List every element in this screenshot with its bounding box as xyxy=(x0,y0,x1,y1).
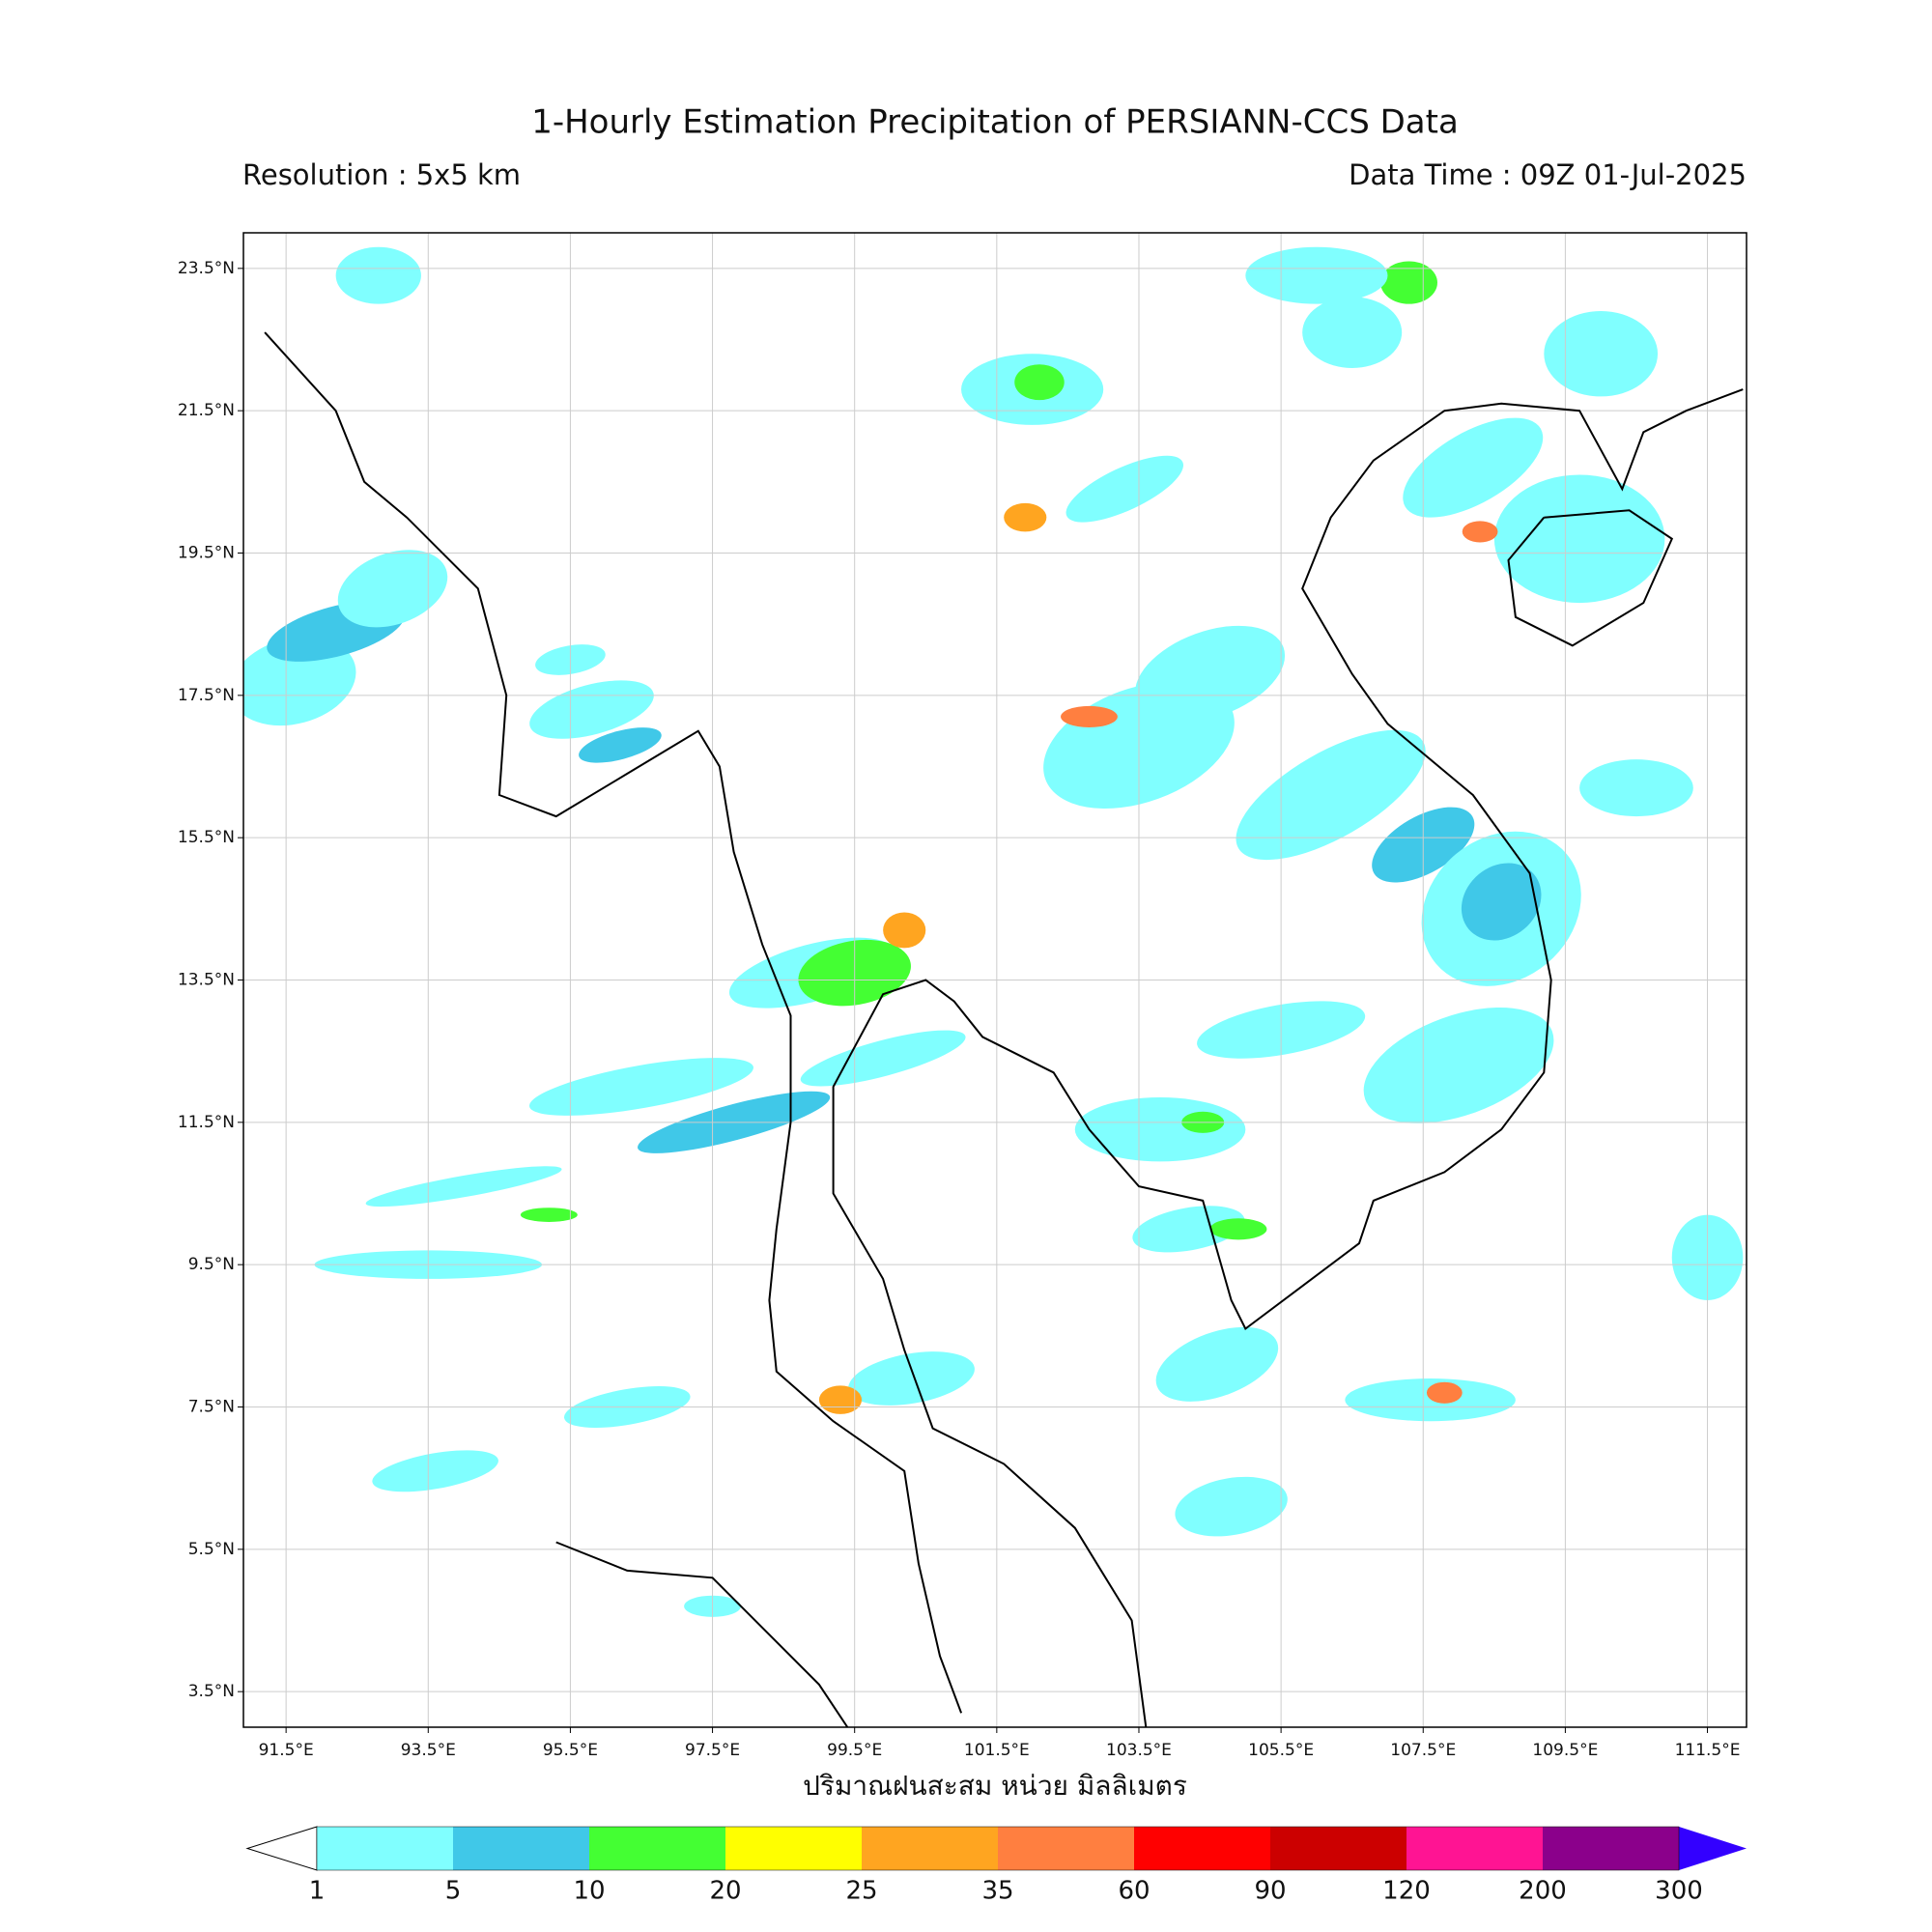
colorbar-label: 120 xyxy=(1382,1877,1431,1906)
colorbar-bin xyxy=(862,1827,998,1870)
y-tick-label: 5.5°N xyxy=(188,1540,235,1559)
colorbar-label: 20 xyxy=(709,1877,741,1906)
precipitation-area xyxy=(1462,521,1498,543)
y-tick-label: 9.5°N xyxy=(188,1255,235,1274)
colorbar-label: 90 xyxy=(1254,1877,1286,1906)
colorbar-bin xyxy=(998,1827,1134,1870)
precipitation-area xyxy=(1209,1218,1267,1240)
precipitation-area xyxy=(520,1208,578,1222)
map-frame xyxy=(242,232,1747,1728)
precipitation-area xyxy=(1579,759,1693,817)
precipitation-area xyxy=(1403,417,1544,518)
precipitation-area xyxy=(800,1030,966,1087)
colorbar-bin xyxy=(317,1827,453,1870)
x-tick-label: 105.5°E xyxy=(1248,1741,1314,1760)
precipitation-area xyxy=(848,1351,975,1406)
colorbar-frame xyxy=(316,1826,1680,1871)
precipitation-area xyxy=(1061,705,1118,727)
colorbar-label: 25 xyxy=(845,1877,877,1906)
y-tick-label: 3.5°N xyxy=(188,1682,235,1701)
precipitation-area xyxy=(1380,261,1437,304)
y-tick-label: 19.5°N xyxy=(178,544,235,563)
precipitation-area xyxy=(579,727,662,763)
precipitation-area xyxy=(1544,311,1659,397)
precipitation-area xyxy=(1302,297,1403,368)
colorbar-bin xyxy=(1134,1827,1270,1870)
y-tick-label: 17.5°N xyxy=(178,686,235,705)
colorbar-over xyxy=(1679,1827,1747,1870)
precipitation-area xyxy=(1004,502,1047,532)
precipitation-area xyxy=(883,912,926,949)
precipitation-area xyxy=(1461,863,1542,941)
colorbar-label: 35 xyxy=(981,1877,1013,1906)
precipitation-area xyxy=(1493,474,1665,604)
colorbar-label: 5 xyxy=(445,1877,462,1906)
precipitation-area xyxy=(1155,1326,1279,1402)
precipitation-area xyxy=(1175,1476,1288,1537)
x-tick-label: 101.5°E xyxy=(964,1741,1030,1760)
precipitation-area xyxy=(1065,455,1183,523)
precipitation-area xyxy=(1363,1007,1554,1123)
y-tick-label: 15.5°N xyxy=(178,828,235,847)
coastline xyxy=(555,1541,849,1727)
x-tick-label: 95.5°E xyxy=(543,1741,598,1760)
precipitation-area xyxy=(1345,1378,1516,1422)
y-tick-label: 21.5°N xyxy=(178,401,235,420)
coastline xyxy=(832,388,1744,1727)
colorbar-label: 60 xyxy=(1118,1877,1150,1906)
y-tick-label: 13.5°N xyxy=(178,971,235,990)
colorbar: 1 5 10 20 25 35 60 90 120 200 300 xyxy=(245,1826,1747,1906)
y-tick-label: 11.5°N xyxy=(178,1113,235,1132)
data-time: Data Time : 09Z 01-Jul-2025 xyxy=(1349,158,1747,191)
colorbar-label: 1 xyxy=(309,1877,326,1906)
precipitation-area xyxy=(1426,1381,1463,1404)
x-axis-label: ปริมาณฝนสะสม หน่วย มิลลิเมตร xyxy=(803,1770,1187,1802)
x-tick-label: 109.5°E xyxy=(1532,1741,1598,1760)
colorbar-label: 300 xyxy=(1655,1877,1703,1906)
x-tick-label: 93.5°E xyxy=(401,1741,456,1760)
colorbar-bin xyxy=(725,1827,862,1870)
resolution: Resolution : 5x5 km xyxy=(242,158,521,191)
x-tick-label: 111.5°E xyxy=(1675,1741,1741,1760)
precipitation-area xyxy=(1074,1097,1246,1162)
title: 1-Hourly Estimation Precipitation of PER… xyxy=(531,103,1459,142)
precipitation-area xyxy=(337,550,448,628)
colorbar-label: 10 xyxy=(573,1877,605,1906)
colorbar-bin xyxy=(453,1827,589,1870)
colorbar-bin xyxy=(1406,1827,1543,1870)
map-layers xyxy=(243,233,1747,1727)
x-tick-label: 97.5°E xyxy=(685,1741,740,1760)
precipitation-area xyxy=(1132,1206,1245,1253)
colorbar-label: 200 xyxy=(1519,1877,1567,1906)
coastline xyxy=(1507,509,1674,647)
y-tick-label: 23.5°N xyxy=(178,259,235,278)
x-tick-label: 99.5°E xyxy=(827,1741,882,1760)
precipitation-area xyxy=(1245,246,1388,304)
coastline xyxy=(264,331,963,1714)
precipitation-area xyxy=(1014,364,1065,401)
precipitation-area xyxy=(372,1450,498,1492)
precipitation-area xyxy=(365,1166,562,1208)
colorbar-under xyxy=(245,1826,318,1871)
x-tick-label: 103.5°E xyxy=(1106,1741,1172,1760)
precipitation-area xyxy=(1236,729,1426,861)
precipitation-area xyxy=(335,246,421,304)
precipitation-area xyxy=(529,1058,753,1116)
map-area: 91.5°E 93.5°E 95.5°E 97.5°E 99.5°E 101.5°E 103… xyxy=(178,232,1747,1760)
x-tick-label: 107.5°E xyxy=(1390,1741,1456,1760)
colorbar-bin xyxy=(1543,1827,1679,1870)
precipitation-area xyxy=(818,1385,863,1414)
x-tick-label: 91.5°E xyxy=(259,1741,314,1760)
y-tick-label: 7.5°N xyxy=(188,1398,235,1417)
colorbar-bin xyxy=(589,1827,725,1870)
colorbar-bin xyxy=(1270,1827,1406,1870)
